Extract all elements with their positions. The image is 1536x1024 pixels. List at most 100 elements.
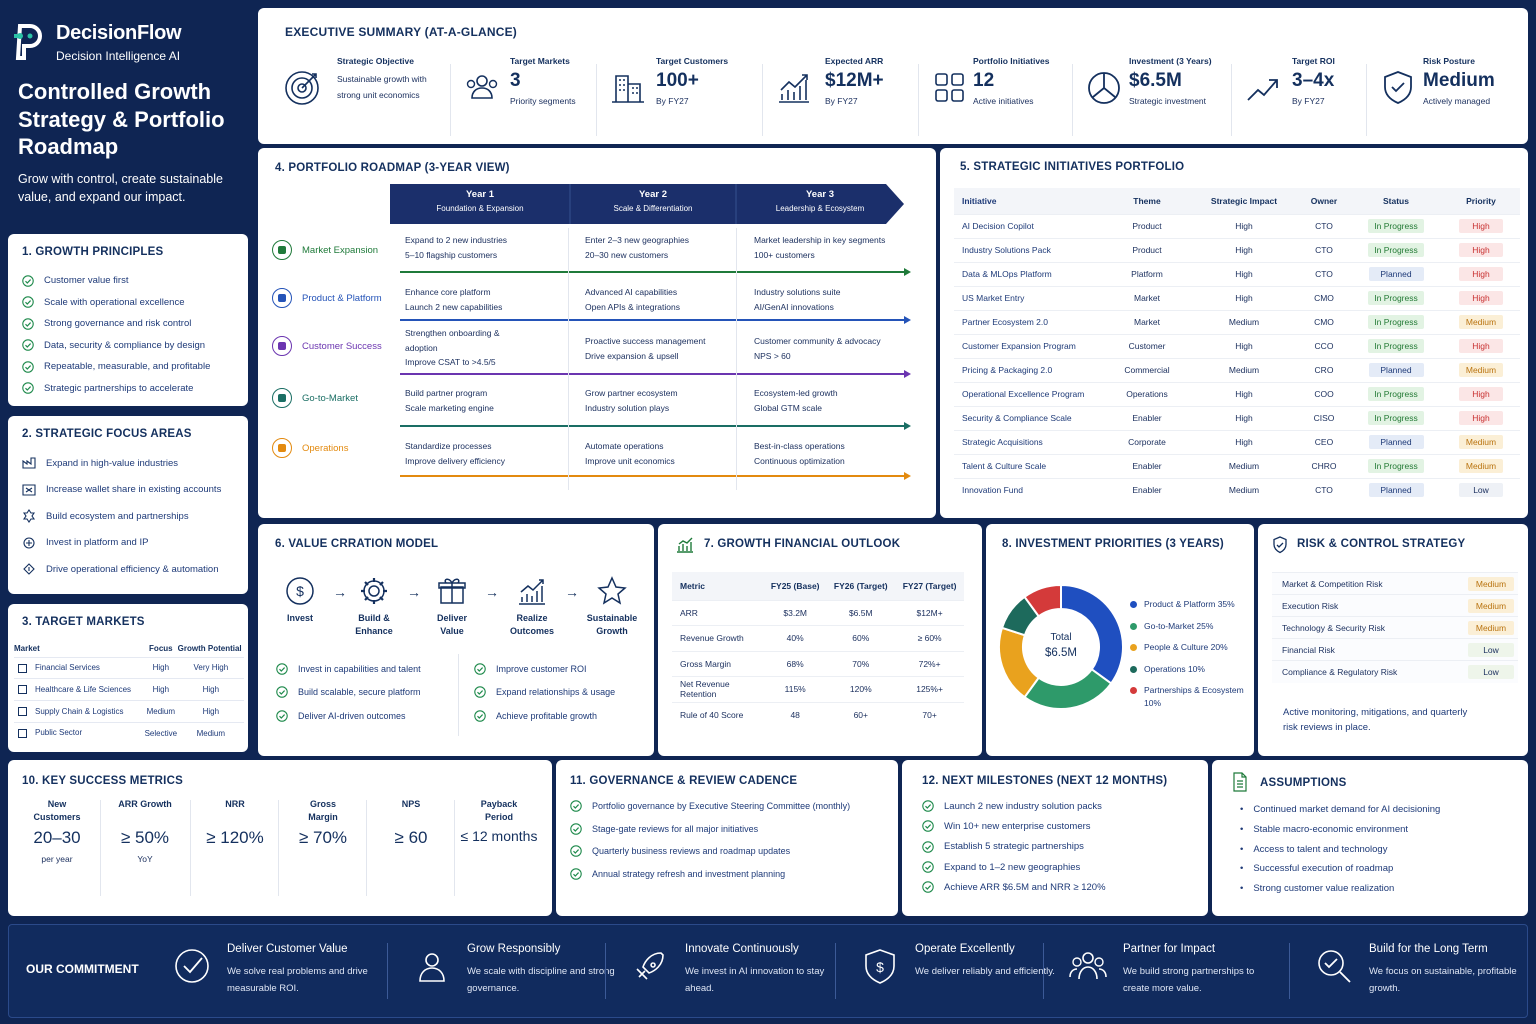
roadmap-cell: Strengthen onboarding & adoption Improve… xyxy=(405,328,500,367)
check-icon xyxy=(22,339,34,351)
customer-success-icon xyxy=(278,342,286,350)
year-name: Year 2 xyxy=(639,189,667,200)
initiative-cell: Security & Compliance Scale xyxy=(954,405,1104,430)
shield-check-icon xyxy=(1384,71,1412,104)
exec-item: Strategic Objective Sustainable growth wi… xyxy=(337,56,427,103)
metric-item: NRR ≥ 120% xyxy=(192,798,278,854)
initiative-cell: CTO xyxy=(1298,477,1350,502)
check-icon xyxy=(22,275,34,287)
initiative-cell: Medium xyxy=(1190,357,1298,382)
principle-item: Data, security & compliance by design xyxy=(22,335,210,357)
priority-badge: High xyxy=(1459,339,1503,353)
initiatives-header: Priority xyxy=(1442,188,1520,214)
legend-item: People & Culture 20% xyxy=(1130,641,1252,654)
metric-item: Payback Period ≤ 12 months xyxy=(456,798,542,850)
check-icon xyxy=(922,861,934,873)
table-row: ARR $3.2M $6.5M $12M+ xyxy=(672,599,964,626)
legend-label: Go-to-Market 25% xyxy=(1144,620,1214,631)
financial-cell: 72%+ xyxy=(895,650,964,677)
bar-chart-icon xyxy=(677,537,693,553)
target-markets-title: 3. TARGET MARKETS xyxy=(22,616,145,628)
commitment-item-desc: We focus on sustainable, profitable grow… xyxy=(1369,966,1517,994)
commitment-bar: OUR COMMITMENT Deliver Customer Value We … xyxy=(8,924,1528,1018)
principle-item: Scale with operational excellence xyxy=(22,292,210,314)
metric-label: Gross Margin xyxy=(308,799,338,822)
roadmap-arrow xyxy=(400,425,908,427)
governance-item: Portfolio governance by Executive Steeri… xyxy=(570,795,850,818)
initiative-cell: Talent & Culture Scale xyxy=(954,453,1104,478)
assumptions-list: Continued market demand for AI decisioni… xyxy=(1240,800,1440,898)
initiative-cell: Partner Ecosystem 2.0 xyxy=(954,309,1104,334)
metric-label: NRR xyxy=(225,799,245,809)
value-model-title: 6. VALUE CRRATION MODEL xyxy=(275,538,439,550)
metric-item: ARR Growth ≥ 50% YoY xyxy=(102,798,188,864)
governance-item: Stage-gate reviews for all major initiat… xyxy=(570,818,850,841)
market-cell: Very High xyxy=(177,656,244,679)
operations-icon xyxy=(278,444,286,452)
table-row: Security & Compliance Scale Enabler High CI… xyxy=(954,405,1520,430)
roadmap-cell: Grow partner ecosystem Industry solution… xyxy=(585,388,678,413)
value-outcome-item: Improve customer ROI xyxy=(474,657,615,681)
exec-sub: Actively managed xyxy=(1423,96,1491,106)
roadmap-cell: Best-in-class operations Continuous opti… xyxy=(754,441,845,466)
initiatives-header: Initiative xyxy=(954,188,1104,214)
status-badge: In Progress xyxy=(1368,411,1424,425)
roadmap-cell: Market leadership in key segments 100+ c… xyxy=(754,235,886,260)
legend-swatch xyxy=(1130,665,1137,673)
market-name: Financial Services xyxy=(35,663,100,673)
commitment-item-desc: We build strong partnerships to create m… xyxy=(1123,966,1255,994)
initiative-cell: Medium xyxy=(1190,453,1298,478)
exec-value: $6.5M xyxy=(1129,70,1182,91)
roadmap-cell: Enhance core platform Launch 2 new capab… xyxy=(405,287,503,312)
focus-area-label: Increase wallet share in existing accoun… xyxy=(46,484,222,496)
document-icon xyxy=(1233,772,1247,792)
initiatives-header: Status xyxy=(1350,188,1442,214)
initiative-cell: High xyxy=(1190,381,1298,406)
milestones-panel: 12. NEXT MILESTONES (NEXT 12 MONTHS) Lau… xyxy=(902,760,1208,916)
value-outcome-label: Invest in capabilities and talent xyxy=(298,663,421,674)
table-row: Financial Risk Low xyxy=(1272,638,1518,661)
check-icon xyxy=(474,686,486,698)
financial-cell: $3.2M xyxy=(764,599,827,626)
roadmap-row-label: Go-to-Market xyxy=(302,392,358,404)
financial-cell: 48 xyxy=(764,701,827,728)
initiative-cell: High xyxy=(1190,285,1298,310)
roadmap-cell: Expand to 2 new industries 5–10 flagship… xyxy=(405,235,508,260)
arrow-right-icon: → xyxy=(565,584,579,600)
milestones-list: Launch 2 new industry solution packs Win … xyxy=(922,796,1106,897)
metrics-panel: 10. KEY SUCCESS METRICS New Customers 20–… xyxy=(8,760,552,916)
initiatives-table: Initiative Theme Strategic Impact Owner Stat… xyxy=(954,188,1520,502)
exec-label: Risk Posture xyxy=(1423,56,1475,66)
status-badge: In Progress xyxy=(1368,459,1424,473)
commitment-item-desc: We scale with discipline and strong gove… xyxy=(467,966,615,994)
roadmap-arrow xyxy=(400,319,908,321)
market-cell: Selective xyxy=(144,721,178,744)
priority-badge: Medium xyxy=(1459,459,1503,473)
roadmap-cell: Enter 2–3 new geographies 20–30 new cust… xyxy=(585,235,689,260)
risk-title: RISK & CONTROL STRATEGY xyxy=(1297,538,1466,550)
legend-swatch xyxy=(1130,644,1137,651)
risk-panel: RISK & CONTROL STRATEGY Market & Competi… xyxy=(1258,524,1528,756)
initiative-cell: CMO xyxy=(1298,285,1350,310)
principle-item: Customer value first xyxy=(22,270,210,292)
roadmap-row-label: Operations xyxy=(302,442,349,454)
exec-label: Expected ARR xyxy=(825,56,884,66)
principle-item: Repeatable, measurable, and profitable xyxy=(22,356,210,378)
priority-badge: High xyxy=(1459,291,1503,305)
legend-item: Product & Platform 35% xyxy=(1130,598,1252,611)
risk-level-badge: Low xyxy=(1468,642,1514,657)
value-step: Deliver Value xyxy=(422,576,482,638)
initiative-cell: COO xyxy=(1298,381,1350,406)
initiative-cell: Enabler xyxy=(1104,405,1190,430)
commitment-item-desc: We invest in AI innovation to stay ahead… xyxy=(685,966,825,994)
initiatives-header: Owner xyxy=(1298,188,1350,214)
table-row: Strategic Acquisitions Corporate High CEO Pl… xyxy=(954,429,1520,454)
executive-summary-panel: EXECUTIVE SUMMARY (AT-A-GLANCE) Strategi… xyxy=(258,8,1528,144)
milestone-item: Launch 2 new industry solution packs xyxy=(922,796,1106,816)
initiative-cell: Commercial xyxy=(1104,357,1190,382)
metric-value: ≤ 12 months xyxy=(460,828,538,844)
priority-badge: High xyxy=(1459,219,1503,233)
commitment-item-desc: We solve real problems and drive measura… xyxy=(227,966,368,994)
metric-item: NPS ≥ 60 xyxy=(368,798,454,854)
shield-dollar-icon: $ xyxy=(865,949,895,984)
